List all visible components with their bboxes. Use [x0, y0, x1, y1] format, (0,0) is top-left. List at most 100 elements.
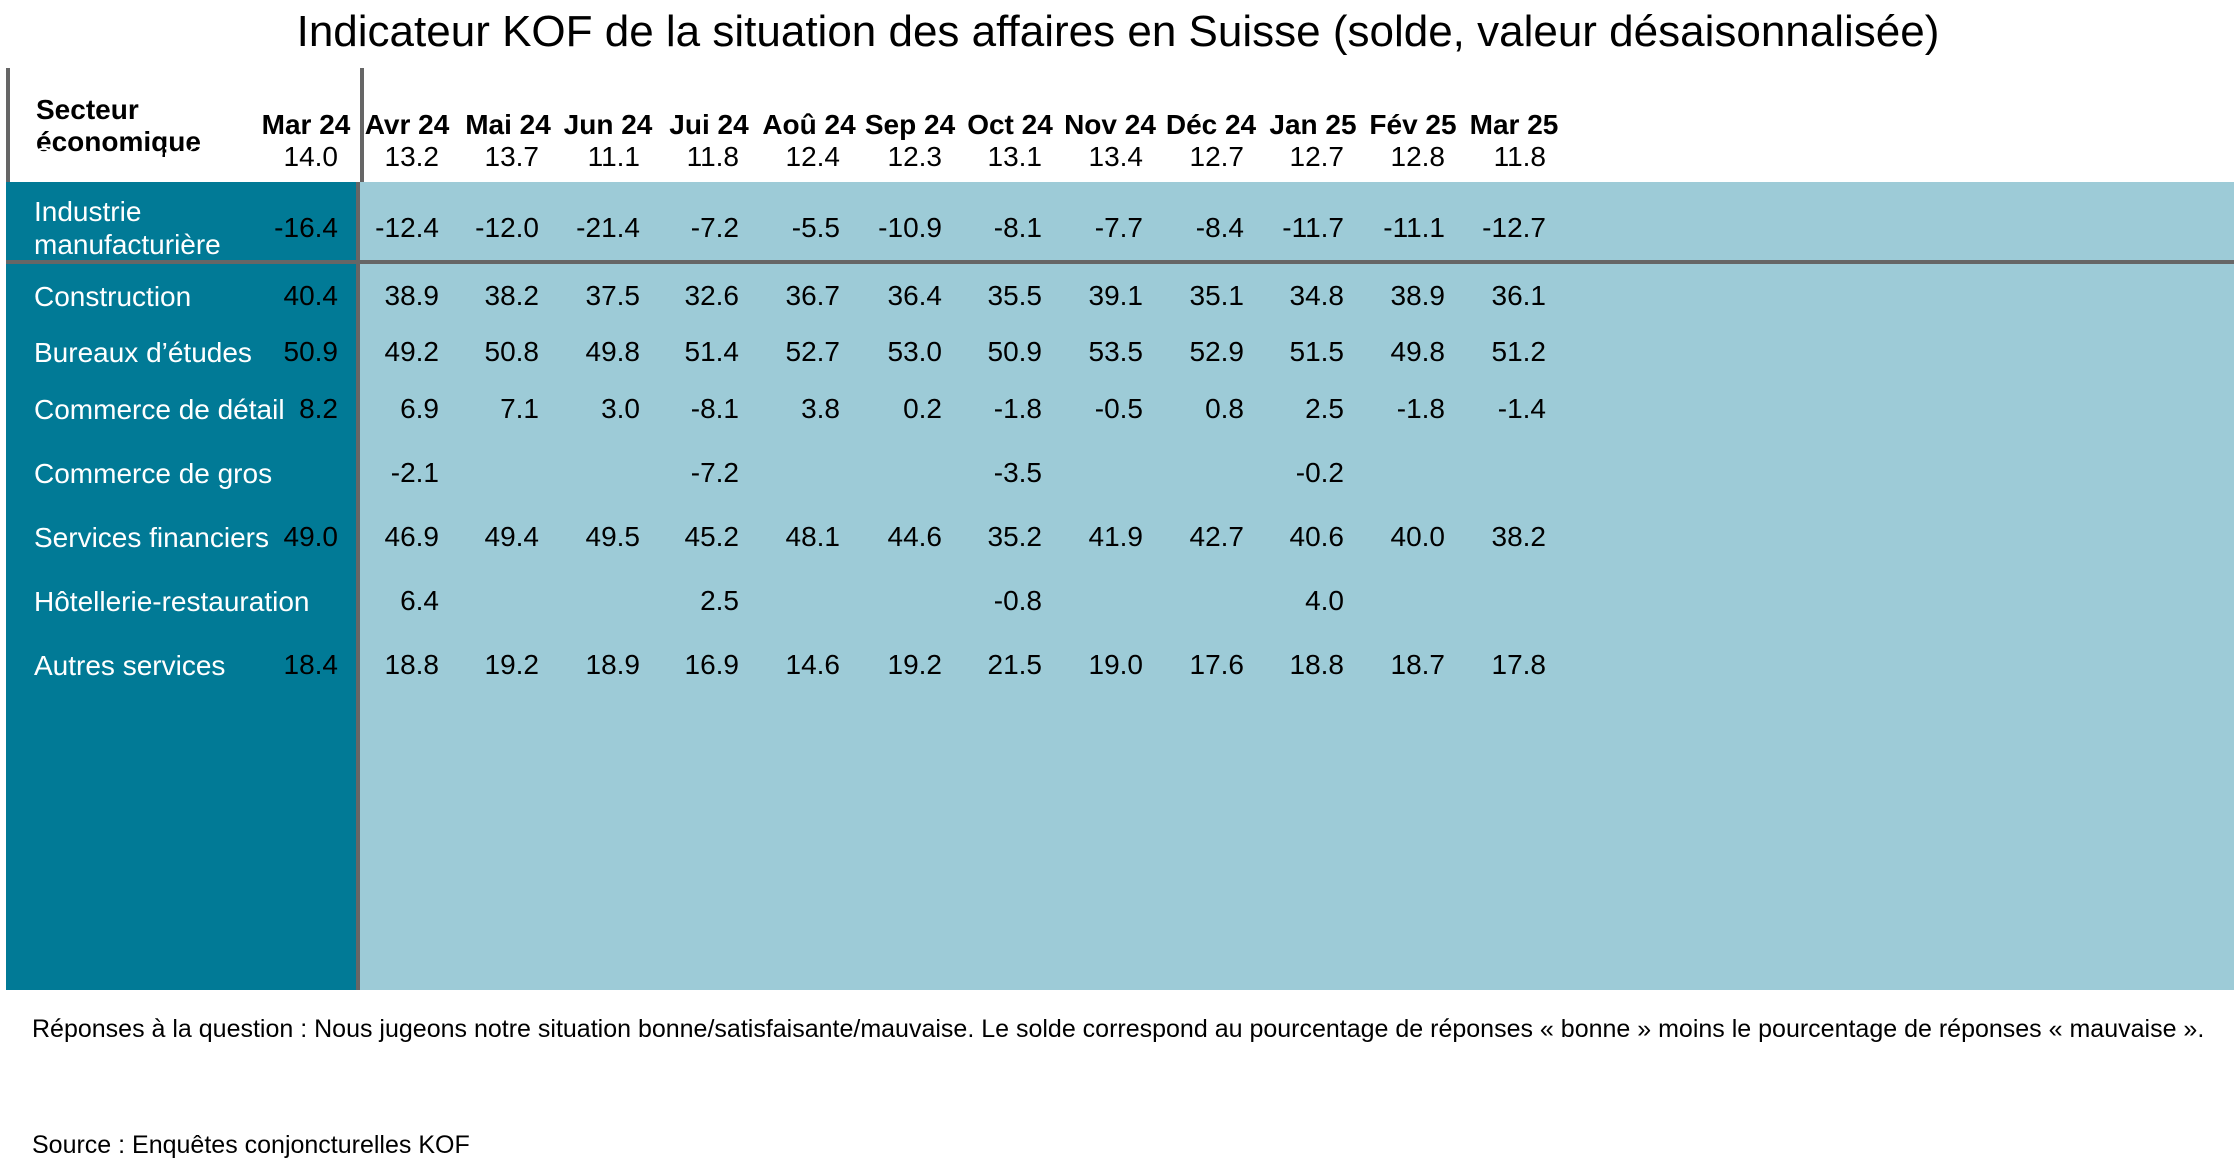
table-cell: 12.8 — [1390, 141, 1446, 172]
column-header: Jui 24 — [669, 109, 749, 140]
table-cell: 35.1 — [1189, 280, 1245, 311]
table-cell: -7.7 — [1094, 212, 1143, 243]
table-cell: 51.5 — [1289, 336, 1345, 367]
table-cell: 52.9 — [1189, 336, 1245, 367]
table-cell: 19.2 — [484, 649, 540, 680]
table-cell: 6.4 — [400, 585, 439, 616]
table-cell: 52.7 — [785, 336, 841, 367]
table-cell: 53.5 — [1088, 336, 1144, 367]
table-cell: 0.2 — [903, 393, 942, 424]
table-cell: 12.7 — [1189, 141, 1245, 172]
table-cell: -16.4 — [274, 212, 338, 243]
table-cell: 11.8 — [1493, 141, 1546, 172]
table-cell: 32.6 — [684, 280, 740, 311]
table-cell: -2.1 — [390, 457, 439, 488]
row-label: Secteur privé (total) — [34, 141, 279, 173]
table-cell: 19.2 — [887, 649, 943, 680]
table-cell: -5.5 — [791, 212, 840, 243]
table-cell: 38.2 — [1491, 521, 1547, 552]
table-cell: 17.6 — [1189, 649, 1245, 680]
footnote: Réponses à la question : Nous jugeons no… — [32, 1015, 2205, 1043]
table-cell: 17.8 — [1491, 649, 1547, 680]
table-cell: 37.5 — [585, 280, 641, 311]
table-cell: -3.5 — [993, 457, 1042, 488]
table-cell: 49.0 — [283, 521, 339, 552]
column-header: Sep 24 — [864, 109, 956, 140]
table-cell: 41.9 — [1088, 521, 1144, 552]
table-cell: -1.4 — [1497, 393, 1546, 424]
table-cell: 21.5 — [987, 649, 1043, 680]
row-label: Hôtellerie-restauration — [34, 585, 310, 617]
table-cell: 3.8 — [801, 393, 840, 424]
table-cell: 40.4 — [283, 280, 339, 311]
column-header: Avr 24 — [364, 109, 450, 140]
column-header: Déc 24 — [1165, 109, 1257, 140]
table-cell: 18.8 — [384, 649, 440, 680]
table-cell: 18.9 — [585, 649, 641, 680]
table-cell: -12.7 — [1482, 212, 1546, 243]
table-cell: 18.7 — [1390, 649, 1446, 680]
row-label: Services financiers — [34, 521, 269, 553]
row-label: Bureaux d’études — [34, 336, 252, 368]
table-cell: 2.5 — [1305, 393, 1344, 424]
table-cell: 49.4 — [484, 521, 540, 552]
table-cell: 49.8 — [1390, 336, 1446, 367]
table-cell: 4.0 — [1305, 585, 1344, 616]
table-cell: 36.4 — [887, 280, 943, 311]
column-header: Fév 25 — [1369, 109, 1457, 140]
table-cell: 50.8 — [484, 336, 540, 367]
table-cell: -0.2 — [1295, 457, 1344, 488]
row-label: Autres services — [34, 649, 226, 681]
row-label: Commerce de détail — [34, 393, 285, 425]
table-cell: -12.0 — [475, 212, 539, 243]
table-cell: 36.7 — [785, 280, 841, 311]
table-cell: 48.1 — [785, 521, 841, 552]
column-header: Jan 25 — [1269, 109, 1357, 140]
table-cell: 51.2 — [1491, 336, 1547, 367]
table-cell: -10.9 — [878, 212, 942, 243]
table-cell: 49.5 — [585, 521, 641, 552]
row-label: Industrie manufacturière — [34, 196, 221, 260]
table-cell: 34.8 — [1289, 280, 1345, 311]
table-cell: -0.5 — [1094, 393, 1143, 424]
column-header: Jun 24 — [563, 109, 653, 140]
table-cell: 19.0 — [1088, 649, 1144, 680]
table-cell: 49.8 — [585, 336, 641, 367]
table-cell: 40.6 — [1289, 521, 1345, 552]
table-cell: -8.1 — [993, 212, 1042, 243]
table-cell: 38.2 — [484, 280, 540, 311]
table-cell: 39.1 — [1088, 280, 1144, 311]
table-cell: 14.0 — [283, 141, 339, 172]
table-cell: 12.7 — [1289, 141, 1345, 172]
column-header: Aoû 24 — [762, 109, 856, 140]
table-cell: -21.4 — [576, 212, 640, 243]
table-cell: 45.2 — [684, 521, 740, 552]
table-cell: 14.6 — [785, 649, 841, 680]
table-cell: 50.9 — [987, 336, 1043, 367]
row-label: Construction — [34, 280, 192, 312]
table-cell: 11.1 — [587, 141, 640, 172]
table-cell: -8.4 — [1195, 212, 1244, 243]
column-header: Oct 24 — [967, 109, 1053, 140]
table-cell: 36.1 — [1491, 280, 1547, 311]
table-cell: 13.7 — [484, 141, 540, 172]
sector-header: Secteur économique — [10, 68, 364, 182]
table-cell: 18.8 — [1289, 649, 1345, 680]
data-table: Secteur économique Mar 24 Avr 24 Mai 24 Jun… — [6, 68, 2234, 990]
value-area: 14.0 13.2 13.7 11.1 11.8 12.4 12.3 13.1 13.4 12.7… — [274, 141, 2234, 990]
table-cell: 18.4 — [283, 649, 339, 680]
table-cell: -0.8 — [993, 585, 1042, 616]
column-header: Nov 24 — [1064, 109, 1156, 140]
table-cell: 3.0 — [601, 393, 640, 424]
column-header: Mar 25 — [1469, 109, 1559, 140]
table-cell: 40.0 — [1390, 521, 1446, 552]
table-cell: 13.1 — [987, 141, 1043, 172]
table-cell: -7.2 — [690, 212, 739, 243]
total-separator — [6, 260, 2234, 264]
sector-header-label: Secteur économique — [36, 94, 201, 157]
table-cell: 16.9 — [684, 649, 740, 680]
chart-title: Indicateur KOF de la situation des affai… — [296, 7, 1940, 56]
table-cell: -1.8 — [993, 393, 1042, 424]
table-cell: -12.4 — [375, 212, 439, 243]
table-cell: 13.4 — [1088, 141, 1144, 172]
